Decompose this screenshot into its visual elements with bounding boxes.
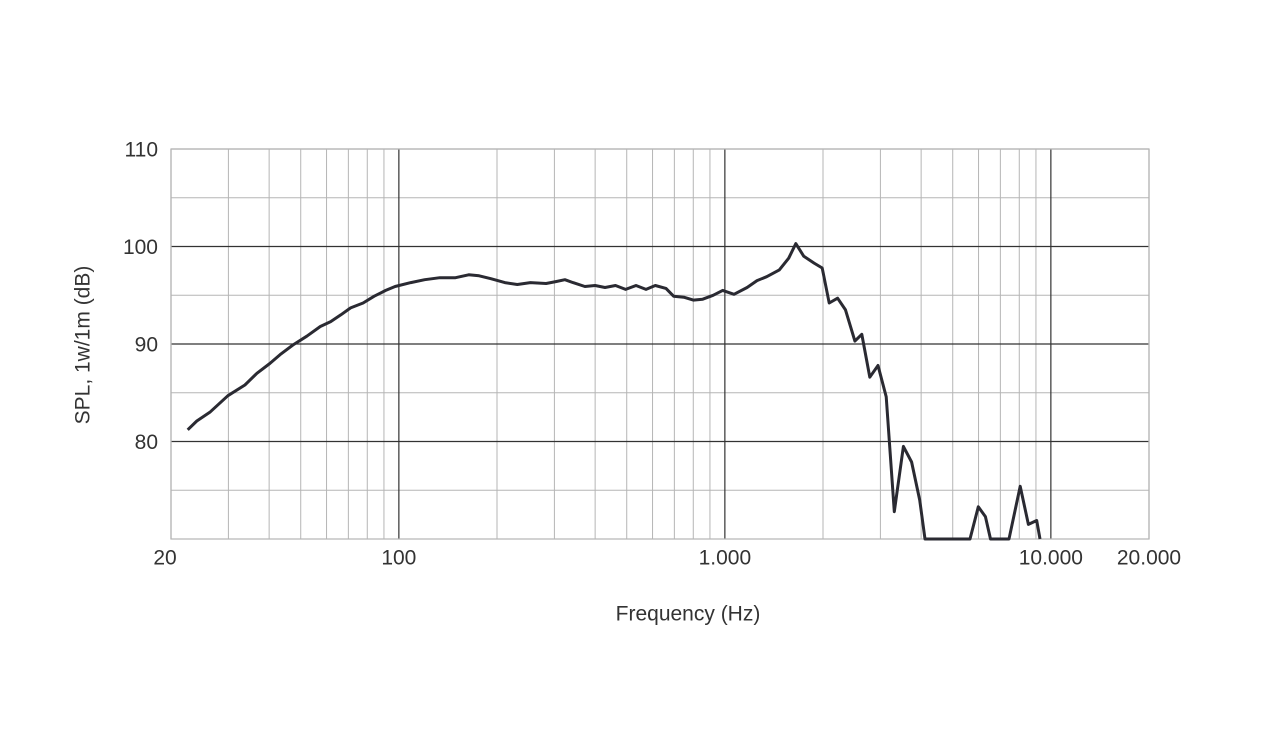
x-tick-label: 10.000 (1019, 547, 1083, 570)
x-axis-label: Frequency (Hz) (616, 603, 761, 626)
plot-frame (170, 148, 1150, 540)
y-tick-label: 110 (125, 139, 158, 162)
x-tick-label: 20.000 (1117, 547, 1181, 570)
x-tick-label: 20 (153, 547, 176, 570)
y-tick-label: 90 (135, 334, 158, 357)
x-tick-label: 100 (381, 547, 416, 570)
y-tick-label: 80 (135, 431, 158, 454)
x-tick-label: 1.000 (699, 547, 752, 570)
y-tick-label: 100 (123, 236, 158, 259)
y-axis-label: SPL, 1w/1m (dB) (72, 266, 95, 425)
data-line (186, 242, 1042, 541)
